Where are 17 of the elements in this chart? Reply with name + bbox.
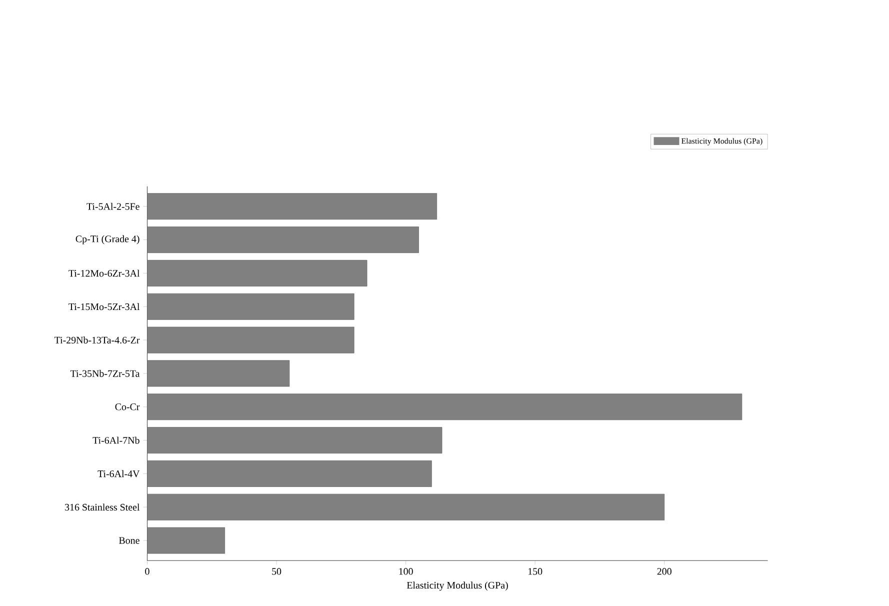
y-tick-label: Ti-6Al-4V <box>98 470 140 478</box>
y-tick-label: Bone <box>119 537 140 544</box>
y-tick-label: Cp-Ti (Grade 4) <box>76 235 140 244</box>
y-tick-label: Ti-35Nb-7Zr-5Ta <box>70 370 140 378</box>
x-tick-label: 100 <box>399 568 413 575</box>
y-tick-label: Ti-29Nb-13Ta-4.6-Zr <box>54 336 140 344</box>
x-tick-label: 200 <box>657 568 672 575</box>
x-axis-title: Elasticity Modulus (GPa) <box>406 582 508 591</box>
y-tick-label: Ti-15Mo-5Zr-3Al <box>68 303 140 310</box>
y-tick-label: Ti-5Al-2-5Fe <box>86 202 140 210</box>
x-tick-label: 0 <box>145 568 150 575</box>
y-tick-label: Ti-12Mo-6Zr-3Al <box>68 270 140 277</box>
y-tick-label: Co-Cr <box>115 404 140 410</box>
x-tick-label: 150 <box>528 568 542 575</box>
x-tick-label: 50 <box>272 568 282 575</box>
y-tick-label: Ti-6Al-7Nb <box>92 436 140 444</box>
y-tick-label: 316 Stainless Steel <box>65 504 140 511</box>
